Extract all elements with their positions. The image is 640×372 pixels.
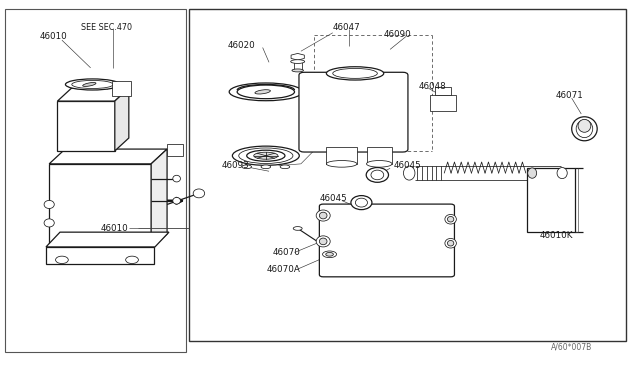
Ellipse shape [72,80,113,89]
Ellipse shape [326,253,333,256]
Ellipse shape [576,120,593,138]
Bar [46,247,154,263]
Text: 46045: 46045 [320,195,348,203]
Bar [4,9,186,352]
FancyBboxPatch shape [319,204,454,277]
Text: 46070A: 46070A [266,264,300,273]
Ellipse shape [371,170,384,180]
Ellipse shape [447,217,454,222]
Ellipse shape [280,165,290,169]
Text: 46020: 46020 [228,41,255,50]
Text: 46010: 46010 [40,32,67,41]
Text: 46070: 46070 [272,248,300,257]
Ellipse shape [319,212,327,219]
Ellipse shape [237,85,294,99]
Bar [111,81,131,96]
Ellipse shape [355,198,367,207]
Ellipse shape [403,166,415,180]
Text: 46093: 46093 [221,161,249,170]
Ellipse shape [326,161,357,167]
Bar [294,61,301,70]
Ellipse shape [173,198,180,204]
Ellipse shape [44,219,54,227]
Circle shape [125,256,138,263]
Circle shape [56,256,68,263]
Ellipse shape [333,68,378,78]
Ellipse shape [173,175,180,182]
Ellipse shape [316,210,330,221]
Ellipse shape [292,69,303,72]
Ellipse shape [445,214,456,224]
Bar [367,147,392,164]
Polygon shape [151,149,167,249]
Polygon shape [58,88,129,101]
Text: 46090: 46090 [384,30,412,39]
Bar [49,164,151,249]
Ellipse shape [242,165,252,169]
Ellipse shape [447,240,454,246]
Text: 46010K: 46010K [540,231,573,240]
Ellipse shape [316,236,330,247]
Polygon shape [46,232,169,247]
Ellipse shape [229,83,303,101]
Ellipse shape [326,67,384,80]
Ellipse shape [572,117,597,141]
Ellipse shape [293,227,302,230]
Text: 46047: 46047 [333,23,360,32]
Polygon shape [291,54,304,60]
Ellipse shape [445,238,456,248]
Text: SEE SEC.470: SEE SEC.470 [81,23,132,32]
Ellipse shape [193,189,205,198]
Text: 46010: 46010 [100,224,128,233]
Ellipse shape [44,201,54,209]
Text: 46071: 46071 [556,91,584,100]
Bar [430,95,456,112]
Ellipse shape [232,146,300,165]
Ellipse shape [578,119,591,132]
Text: 46048: 46048 [419,82,447,91]
FancyBboxPatch shape [299,72,408,152]
Bar [189,9,626,341]
Ellipse shape [253,152,278,159]
Ellipse shape [239,148,293,163]
Ellipse shape [83,83,96,86]
Ellipse shape [319,238,327,245]
Ellipse shape [366,167,388,182]
Text: 46045: 46045 [394,161,421,170]
Ellipse shape [255,90,270,94]
Text: A/60*007B: A/60*007B [551,342,593,351]
Ellipse shape [65,79,120,90]
Bar [435,87,451,95]
Ellipse shape [528,168,537,178]
Ellipse shape [323,251,337,258]
Ellipse shape [261,165,271,169]
Polygon shape [115,88,129,151]
Polygon shape [49,149,167,164]
Ellipse shape [246,150,285,161]
Bar [326,147,357,164]
Bar [527,167,575,232]
Bar [58,101,115,151]
Bar [167,144,183,157]
Ellipse shape [351,196,372,210]
Ellipse shape [291,60,305,63]
Ellipse shape [557,167,567,179]
Ellipse shape [367,161,392,167]
